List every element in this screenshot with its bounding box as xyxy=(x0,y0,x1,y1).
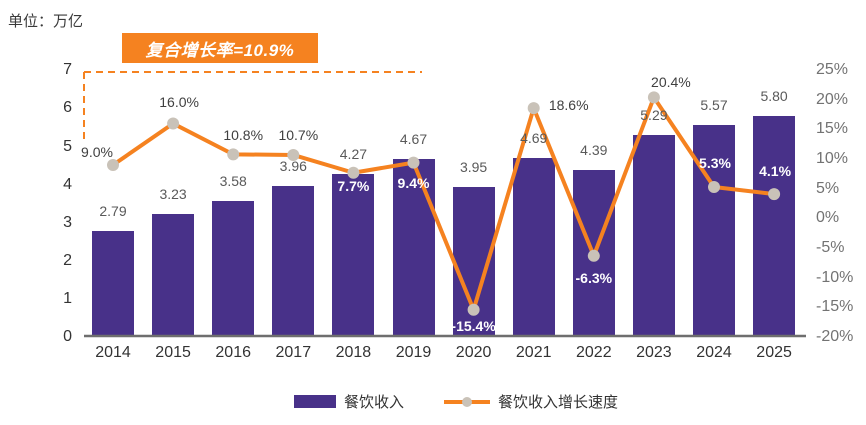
bar-2025 xyxy=(753,116,796,337)
right-axis-tick: -10% xyxy=(816,268,854,286)
left-axis-tick: 1 xyxy=(63,289,72,307)
growth-value-label-2014: 9.0% xyxy=(81,144,113,161)
growth-value-label-2015: 16.0% xyxy=(159,93,199,110)
bar-swatch-icon xyxy=(294,395,336,408)
bar-2023 xyxy=(632,135,675,337)
left-axis-tick: 5 xyxy=(63,137,72,155)
growth-value-label-2017: 10.7% xyxy=(278,126,319,143)
bar-2017 xyxy=(272,186,315,337)
left-axis-tick: 0 xyxy=(63,328,72,345)
growth-dot-2014 xyxy=(107,159,119,172)
bar-2015 xyxy=(152,213,195,337)
right-axis-tick: -5% xyxy=(816,239,845,257)
bar-2019 xyxy=(392,159,435,337)
line-dot-swatch-icon xyxy=(444,396,491,407)
x-axis-label-2019: 2019 xyxy=(395,344,432,361)
left-axis-tick: 2 xyxy=(63,251,72,269)
bar-value-label-2016: 3.58 xyxy=(219,172,247,189)
right-axis-tick: 0% xyxy=(816,209,840,227)
legend-label-revenue: 餐饮收入 xyxy=(344,394,405,411)
legend-item-revenue: 餐饮收入 xyxy=(294,391,404,412)
growth-value-label-2018: 7.7% xyxy=(337,177,370,194)
growth-value-label-2023: 20.4% xyxy=(651,74,691,91)
bar-value-label-2015: 3.23 xyxy=(159,185,187,202)
bar-2014 xyxy=(92,230,134,337)
growth-dot-2022 xyxy=(587,249,600,262)
growth-value-label-2020: -15.4% xyxy=(451,317,496,334)
right-axis-tick: 5% xyxy=(816,179,840,197)
growth-dot-2020 xyxy=(467,303,480,316)
bar-value-label-2014: 2.79 xyxy=(99,202,127,219)
bar-2016 xyxy=(212,200,255,337)
cagr-badge: 复合增长率=10.9% xyxy=(122,33,318,63)
growth-dot-2015 xyxy=(167,117,180,130)
growth-dot-2025 xyxy=(768,188,781,201)
bar-value-label-2017: 3.96 xyxy=(279,158,307,175)
unit-label: 单位：万亿 xyxy=(8,13,84,30)
bar-2021 xyxy=(512,158,555,337)
growth-dot-2023 xyxy=(647,91,660,104)
bar-value-label-2020: 3.95 xyxy=(459,158,488,175)
growth-value-label-2025: 4.1% xyxy=(759,163,792,180)
x-axis-label-2024: 2024 xyxy=(696,344,732,361)
line-swatch-dot xyxy=(462,396,473,407)
left-axis-tick: 4 xyxy=(63,175,72,193)
legend: 餐饮收入 餐饮收入增长速度 xyxy=(294,391,618,412)
growth-value-label-2022: -6.3% xyxy=(575,269,613,286)
growth-value-label-2019: 9.4% xyxy=(397,174,430,191)
x-axis-label-2017: 2017 xyxy=(275,344,312,361)
x-axis-label-2016: 2016 xyxy=(215,344,251,361)
bar-2018 xyxy=(332,174,375,337)
growth-value-label-2024: 5.3% xyxy=(699,154,731,171)
x-axis-label-2020: 2020 xyxy=(455,344,492,361)
x-axis-label-2025: 2025 xyxy=(756,344,792,361)
bar-value-label-2018: 4.27 xyxy=(339,146,368,163)
right-axis-tick: -20% xyxy=(816,328,854,345)
x-axis-label-2023: 2023 xyxy=(636,344,672,361)
bar-value-label-2024: 5.57 xyxy=(700,96,728,113)
bar-value-label-2019: 4.67 xyxy=(399,131,428,148)
growth-dot-2016 xyxy=(227,148,240,161)
bar-2024 xyxy=(693,124,735,337)
x-axis-label-2014: 2014 xyxy=(95,344,131,361)
legend-label-growth: 餐饮收入增长速度 xyxy=(498,394,619,411)
x-axis-label-2018: 2018 xyxy=(335,344,372,361)
left-axis-tick: 6 xyxy=(63,99,72,117)
legend-item-growth: 餐饮收入增长速度 xyxy=(444,391,618,412)
bar-value-label-2023: 5.29 xyxy=(640,107,668,124)
left-axis-tick: 7 xyxy=(63,61,72,79)
growth-dot-2021 xyxy=(527,102,540,115)
bar-value-label-2025: 5.80 xyxy=(760,88,788,105)
right-axis-tick: 10% xyxy=(816,150,849,168)
growth-value-label-2016: 10.8% xyxy=(223,127,264,144)
right-axis-tick: 25% xyxy=(816,61,849,79)
right-axis-tick: 20% xyxy=(816,90,849,108)
growth-dot-2017 xyxy=(287,148,300,161)
x-axis-label-2015: 2015 xyxy=(155,344,191,361)
left-axis-tick: 3 xyxy=(63,213,72,231)
bar-value-label-2022: 4.39 xyxy=(580,141,608,158)
right-axis-tick: -15% xyxy=(816,298,854,316)
growth-line xyxy=(111,95,777,312)
growth-dot-2024 xyxy=(708,180,720,193)
growth-dot-2018 xyxy=(347,166,360,179)
bar-value-label-2021: 4.69 xyxy=(520,130,548,147)
growth-value-label-2021: 18.6% xyxy=(548,97,589,114)
right-axis-tick: 15% xyxy=(816,120,849,138)
x-axis-label-2022: 2022 xyxy=(576,344,612,361)
cagr-badge-text: 复合增长率=10.9% xyxy=(145,40,295,60)
x-axis-label-2021: 2021 xyxy=(515,344,552,361)
growth-dot-2019 xyxy=(407,156,420,169)
